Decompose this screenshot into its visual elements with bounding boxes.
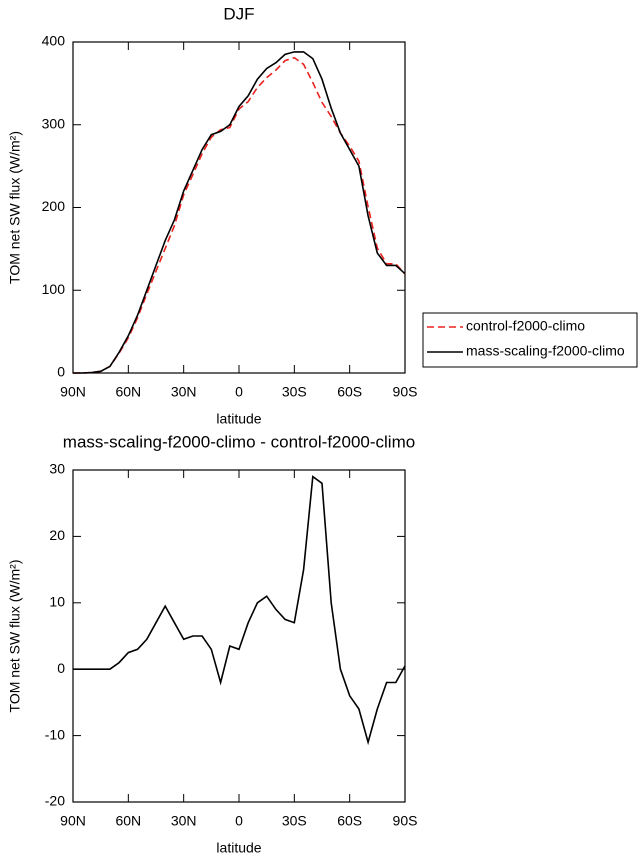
data-line bbox=[73, 51, 406, 374]
x-tick-label: 30S bbox=[282, 813, 307, 829]
y-tick-label: 300 bbox=[42, 115, 66, 131]
x-tick-label: 0 bbox=[235, 384, 243, 400]
x-tick-label: 30S bbox=[282, 384, 307, 400]
x-tick-label: 90N bbox=[60, 813, 86, 829]
y-tick-label: 20 bbox=[49, 527, 65, 543]
x-tick-label: 60S bbox=[337, 384, 362, 400]
y-tick-label: 400 bbox=[42, 33, 66, 49]
y-axis-label: TOM net SW flux (W/m²) bbox=[7, 131, 23, 284]
y-tick-label: 100 bbox=[42, 281, 66, 297]
y-tick-label: 0 bbox=[57, 660, 65, 676]
legend-label: control-f2000-climo bbox=[466, 318, 585, 334]
y-tick-label: 200 bbox=[42, 198, 66, 214]
data-line bbox=[73, 56, 406, 374]
x-tick-label: 90S bbox=[393, 384, 418, 400]
x-axis-label: latitude bbox=[216, 411, 261, 427]
y-tick-label: 10 bbox=[49, 594, 65, 610]
x-tick-label: 90N bbox=[60, 384, 86, 400]
y-tick-label: 0 bbox=[57, 364, 65, 380]
y-tick-label: 30 bbox=[49, 461, 65, 477]
x-tick-label: 60N bbox=[115, 384, 141, 400]
legend-label: mass-scaling-f2000-climo bbox=[466, 343, 625, 359]
y-tick-label: -20 bbox=[45, 793, 65, 809]
x-tick-label: 60N bbox=[115, 813, 141, 829]
plot-frame bbox=[72, 41, 406, 374]
chart-title: mass-scaling-f2000-climo - control-f2000… bbox=[63, 432, 415, 451]
x-tick-label: 30N bbox=[171, 384, 197, 400]
x-tick-label: 0 bbox=[235, 813, 243, 829]
x-tick-label: 60S bbox=[337, 813, 362, 829]
legend-box bbox=[422, 312, 638, 368]
x-tick-label: 90S bbox=[393, 813, 418, 829]
chart-title: DJF bbox=[223, 4, 254, 23]
data-line bbox=[73, 475, 406, 746]
x-tick-label: 30N bbox=[171, 813, 197, 829]
plot-frame bbox=[72, 469, 406, 803]
x-axis-label: latitude bbox=[216, 840, 261, 856]
y-tick-label: -10 bbox=[45, 726, 65, 742]
y-axis-label: TOM net SW flux (W/m²) bbox=[7, 560, 23, 713]
